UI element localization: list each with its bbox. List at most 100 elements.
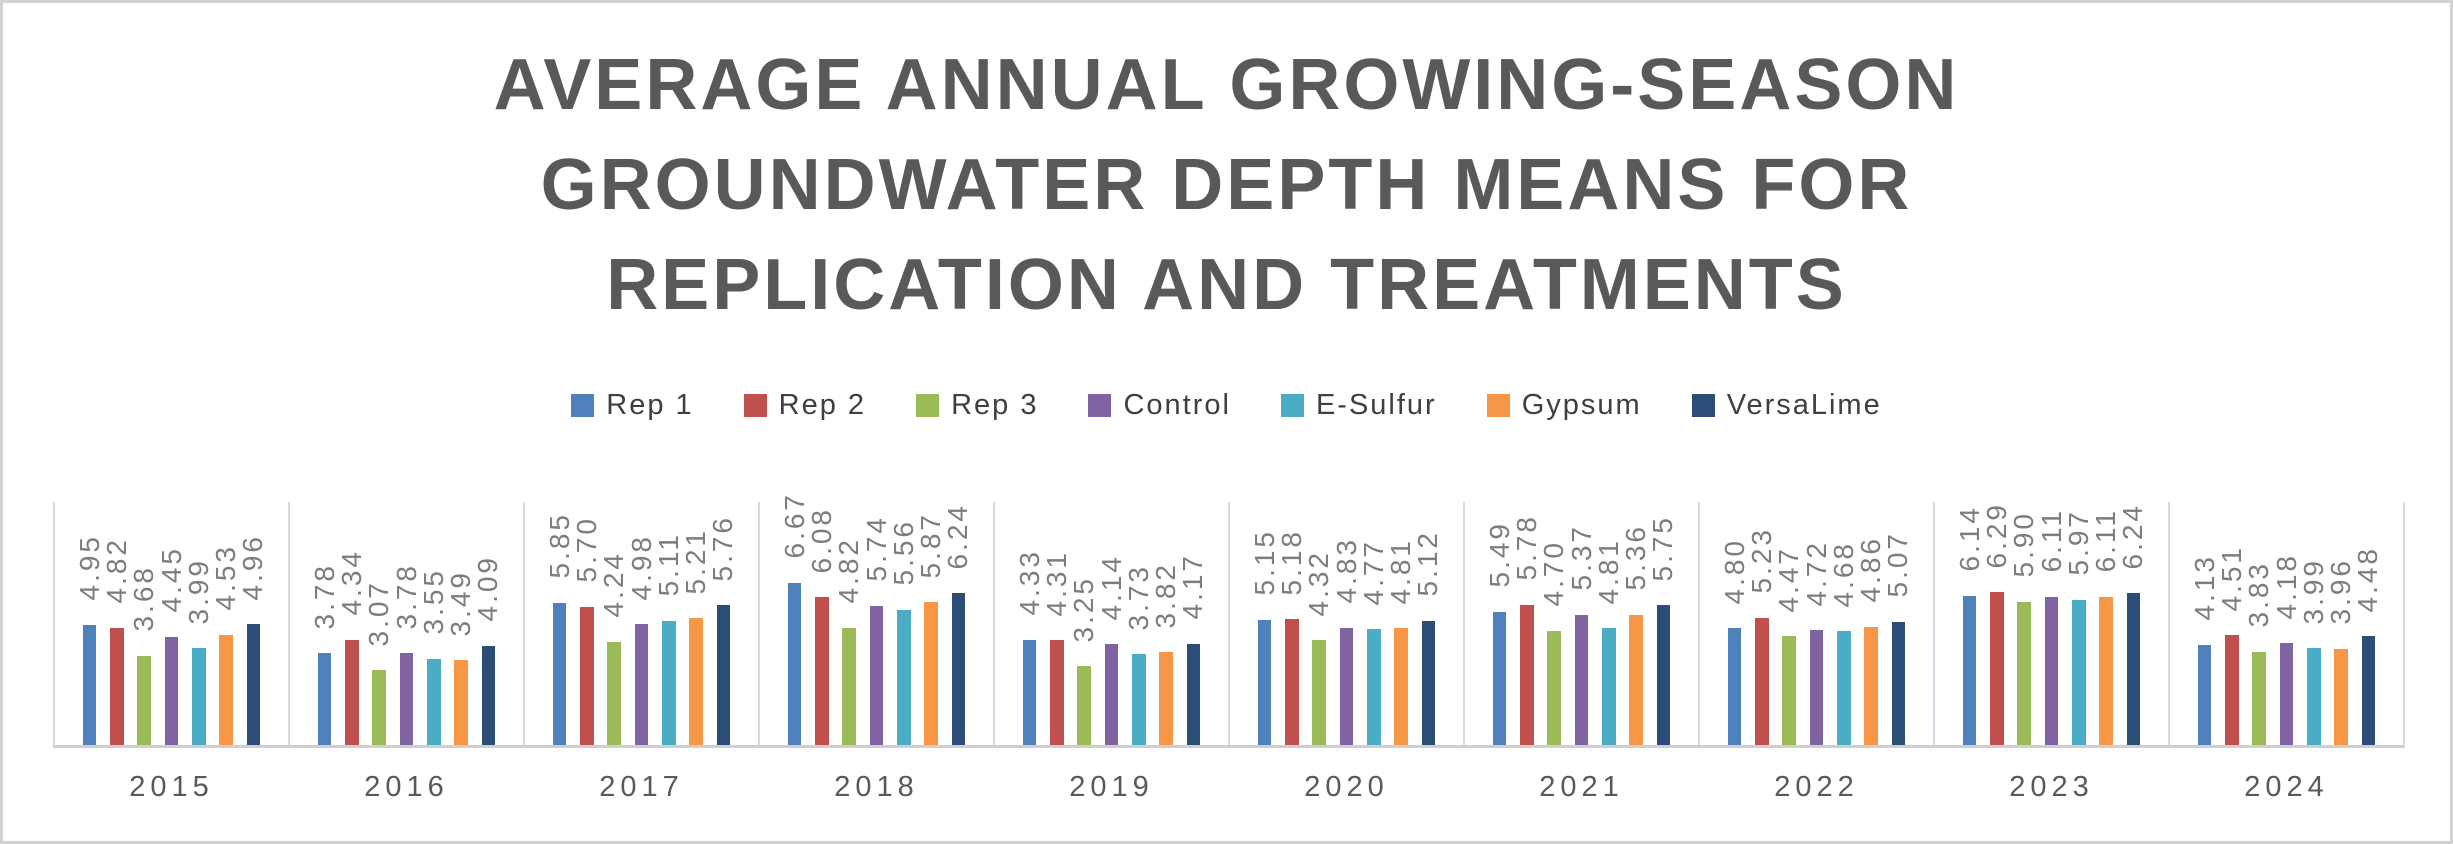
bar [372, 670, 386, 745]
bar [1367, 629, 1381, 745]
bar [454, 660, 468, 745]
bar-value-label: 5.75 [1647, 514, 1679, 582]
bar [317, 653, 332, 745]
bar [1547, 630, 1561, 745]
bar [716, 605, 731, 745]
bar [2044, 596, 2059, 745]
legend-label: Rep 2 [778, 389, 867, 421]
legend-swatch-icon [743, 394, 767, 417]
plot-area: 4.95 4.82 3.68 4.45 3.99 4.53 4.96 2015 3.78 4.34… [53, 492, 2405, 803]
legend-label: Rep 3 [951, 389, 1039, 421]
category-group: 4.33 4.31 3.25 4.14 3.73 3.82 4.17 2019 [993, 502, 1228, 803]
bar [1132, 654, 1146, 745]
bar [1962, 595, 1977, 745]
category-group: 6.67 6.08 4.82 5.74 5.56 5.87 6.24 2018 [758, 492, 993, 803]
bar [869, 605, 884, 745]
bar [1257, 619, 1272, 745]
legend-swatch-icon [1088, 394, 1112, 417]
x-axis-label: 2019 [1069, 771, 1154, 803]
bar [2307, 648, 2321, 745]
bar [2017, 601, 2031, 745]
bar [842, 627, 856, 745]
bar [2252, 651, 2266, 745]
bar [815, 597, 829, 745]
legend-item: Rep 2 [743, 389, 867, 422]
legend-item: Gypsum [1486, 389, 1642, 422]
legend-item: Control [1088, 389, 1231, 422]
bar-value-label: 5.07 [1882, 531, 1914, 598]
bar [2126, 593, 2141, 745]
category-group: 5.49 5.78 4.70 5.37 4.81 5.36 5.75 2021 [1463, 502, 1698, 803]
legend-label: Control [1123, 389, 1231, 421]
bar [580, 606, 594, 745]
x-axis-label: 2024 [2244, 771, 2329, 803]
bar [1782, 636, 1796, 745]
x-axis-label: 2020 [1304, 771, 1389, 803]
bar [1077, 666, 1091, 745]
bar [1629, 614, 1643, 745]
legend-item: Rep 1 [571, 389, 693, 422]
bar [2197, 644, 2212, 745]
bar [1022, 639, 1037, 745]
legend-swatch-icon [1280, 394, 1304, 417]
bar-value-label: 6.24 [942, 502, 974, 570]
x-axis-label: 2016 [364, 771, 449, 803]
bar [787, 582, 802, 745]
bar [2279, 643, 2294, 745]
bar [552, 602, 567, 745]
legend-item: Rep 3 [916, 389, 1038, 422]
bar [1727, 628, 1742, 745]
bar [1339, 627, 1354, 745]
category-group: 4.95 4.82 3.68 4.45 3.99 4.53 4.96 2015 [53, 502, 288, 803]
bar [110, 627, 124, 745]
bar-value-label: 4.09 [472, 555, 504, 622]
bar [1755, 617, 1769, 745]
bar [2361, 636, 2376, 745]
legend: Rep 1 Rep 2 Rep 3 Control E-Sulfur Gypsum Vers… [3, 389, 2450, 422]
bar-value-label: 5.76 [707, 514, 739, 582]
x-axis-label: 2017 [599, 771, 684, 803]
legend-item: E-Sulfur [1280, 389, 1437, 422]
bar [481, 645, 496, 745]
bar [1104, 644, 1119, 745]
bar [1809, 630, 1824, 745]
bar [897, 609, 911, 745]
bar [1394, 628, 1408, 745]
category-group: 6.14 6.29 5.90 6.11 5.97 6.11 6.24 2023 [1933, 502, 2168, 803]
bar [137, 655, 151, 745]
bar [1891, 621, 1906, 745]
bar [2099, 596, 2113, 745]
x-axis-label: 2021 [1539, 771, 1624, 803]
bar [1574, 614, 1589, 745]
bar [1602, 628, 1616, 745]
bar [219, 634, 233, 745]
bar [1159, 652, 1173, 745]
bar [607, 641, 621, 745]
chart-title: AVERAGE ANNUAL GROWING-SEASON GROUNDWATE… [493, 45, 1960, 325]
bar [2225, 635, 2239, 745]
legend-label: Gypsum [1521, 389, 1642, 421]
legend-label: VersaLime [1726, 389, 1882, 421]
bar-value-label: 4.96 [237, 533, 269, 601]
legend-label: Rep 1 [606, 389, 694, 421]
bar [192, 648, 206, 745]
legend-swatch-icon [1486, 394, 1510, 417]
bar [1656, 605, 1671, 745]
bar-value-label: 4.17 [1177, 553, 1209, 620]
legend-swatch-icon [916, 394, 940, 417]
bar [164, 636, 179, 745]
bar [1050, 640, 1064, 745]
category-group: 3.78 4.34 3.07 3.78 3.55 3.49 4.09 2016 [288, 502, 523, 803]
legend-swatch-icon [1691, 394, 1715, 417]
category-group: 4.13 4.51 3.83 4.18 3.99 3.96 4.48 2024 [2168, 502, 2403, 803]
bar [1186, 643, 1201, 745]
bar [689, 618, 703, 745]
bar [1312, 640, 1326, 745]
x-axis-label: 2023 [2009, 771, 2094, 803]
bar [1492, 611, 1507, 745]
bar-value-label: 6.24 [2117, 502, 2149, 570]
category-group: 4.80 5.23 4.47 4.72 4.68 4.86 5.07 2022 [1698, 502, 1933, 803]
bar [427, 658, 441, 745]
legend-item: VersaLime [1691, 389, 1882, 422]
